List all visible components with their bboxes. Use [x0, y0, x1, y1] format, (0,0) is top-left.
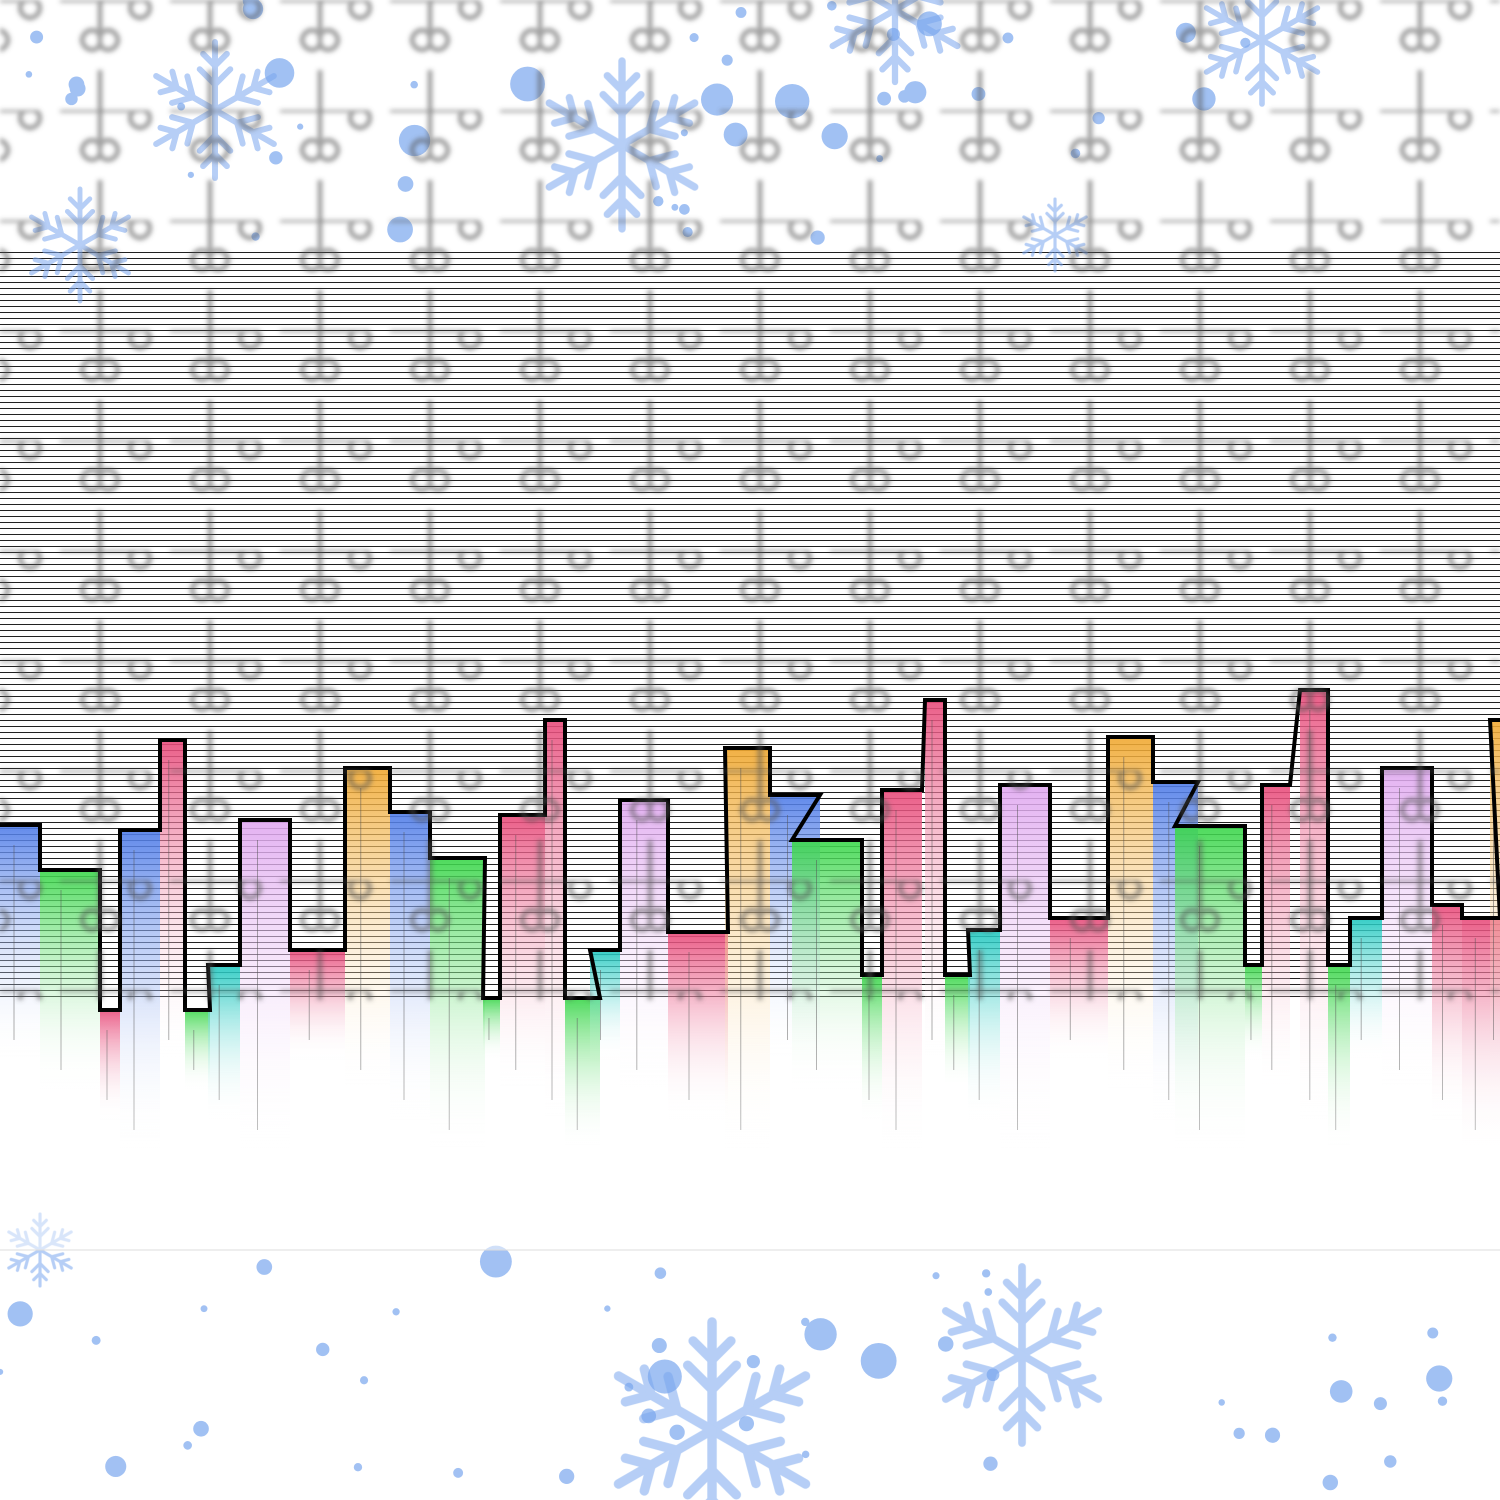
snow-dot — [453, 1467, 464, 1478]
snow-dot — [651, 1337, 667, 1354]
snow-dot — [392, 1308, 400, 1316]
snow-dot — [7, 1301, 33, 1327]
snow-dot — [624, 1382, 634, 1392]
snow-dot — [1427, 1327, 1439, 1339]
snow-dot — [860, 1342, 897, 1379]
snow-dot — [981, 1269, 991, 1278]
snow-dot — [801, 1450, 810, 1459]
snow-dot — [604, 1305, 611, 1312]
snow-dot — [479, 1245, 512, 1278]
snow-dot — [200, 1305, 208, 1313]
snow-dot — [1384, 1455, 1397, 1468]
snow-dot — [1264, 1427, 1281, 1443]
snow-dot — [647, 1359, 682, 1394]
snow-dot — [804, 1318, 837, 1351]
snow-dot — [669, 1424, 685, 1440]
snow-dot — [1322, 1474, 1339, 1491]
snow-dot — [1329, 1380, 1353, 1403]
snow-dot — [559, 1468, 575, 1485]
snow-dot — [105, 1455, 127, 1478]
snow-dot — [1373, 1397, 1387, 1411]
snow-dot — [1328, 1333, 1337, 1342]
snow-dot — [256, 1259, 273, 1275]
snow-dot — [0, 1368, 4, 1375]
snow-dot — [359, 1376, 369, 1385]
snow-dot — [1426, 1365, 1453, 1392]
snow-dot — [746, 1354, 760, 1369]
snow-dot — [738, 1416, 755, 1432]
snow-dot — [986, 1368, 1000, 1382]
snow-dot — [932, 1272, 940, 1280]
snow-dot — [1437, 1396, 1448, 1406]
snow-dot — [984, 1288, 993, 1296]
reflection-fade — [0, 1000, 1500, 1250]
snow-dot — [654, 1267, 667, 1279]
puzzle-overlay — [0, 0, 1500, 1000]
snow-dot — [193, 1420, 209, 1437]
snow-dot — [983, 1456, 998, 1471]
snow-dot — [1218, 1399, 1225, 1406]
snow-dot — [353, 1463, 363, 1472]
snow-dot — [183, 1441, 192, 1450]
snow-dot — [801, 1317, 810, 1327]
snow-dot — [641, 1408, 657, 1424]
snow-dot — [1233, 1427, 1245, 1439]
snow-dot — [91, 1335, 101, 1345]
snow-dot — [316, 1342, 330, 1357]
snow-dot — [937, 1336, 954, 1352]
